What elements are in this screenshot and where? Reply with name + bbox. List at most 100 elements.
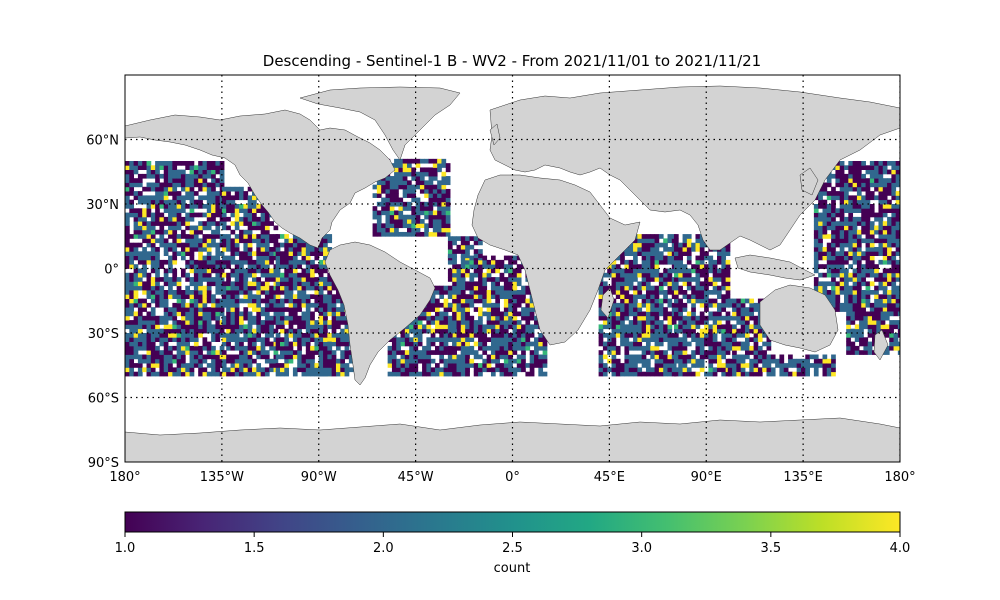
data-cell [327, 311, 333, 317]
data-cell [854, 337, 860, 342]
data-cell [691, 264, 696, 269]
data-cell [712, 345, 718, 351]
data-cell [525, 363, 531, 368]
data-cell [727, 367, 733, 373]
data-cell [146, 199, 152, 205]
data-cell [658, 350, 664, 355]
data-cell [447, 244, 453, 250]
data-cell [129, 272, 135, 278]
data-cell [874, 277, 879, 282]
data-cell [813, 229, 819, 235]
data-cell [275, 315, 281, 321]
data-cell [146, 354, 152, 360]
data-cell [861, 277, 866, 282]
data-cell [411, 197, 417, 203]
data-cell [269, 221, 274, 226]
data-cell [146, 182, 152, 188]
data-cell [432, 188, 438, 194]
data-cell [473, 298, 479, 304]
data-cell [193, 191, 199, 196]
data-cell [417, 371, 423, 377]
data-cell [460, 315, 466, 321]
data-cell [813, 363, 819, 368]
data-cell [708, 302, 714, 308]
data-cell [163, 173, 169, 179]
data-cell [344, 350, 350, 355]
data-cell [712, 367, 718, 373]
data-cell [641, 337, 647, 342]
data-cell [835, 182, 841, 188]
data-cell [641, 328, 647, 334]
data-cell [176, 294, 182, 299]
data-cell [673, 367, 679, 373]
data-cell [280, 371, 285, 377]
x-tick-label: 90°W [301, 470, 337, 485]
data-cell [473, 264, 479, 269]
data-cell [637, 345, 643, 351]
data-cell [284, 337, 290, 342]
data-cell [180, 208, 186, 213]
data-cell [699, 354, 705, 360]
data-cell [221, 294, 227, 299]
data-cell [243, 195, 249, 201]
data-cell [125, 165, 130, 170]
data-cell [230, 247, 236, 252]
landmass-new-zealand [873, 329, 889, 361]
data-cell [691, 285, 696, 291]
data-cell [813, 247, 819, 252]
data-cell [762, 333, 767, 338]
data-cell [155, 315, 160, 321]
data-cell [376, 227, 382, 233]
data-cell [607, 324, 612, 330]
data-cell [473, 333, 479, 338]
data-cell [172, 216, 178, 222]
data-cell [503, 324, 509, 330]
data-cell [129, 358, 135, 364]
data-cell [221, 285, 227, 291]
data-cell [874, 182, 879, 188]
data-cell [275, 272, 281, 278]
data-cell [142, 285, 147, 291]
data-cell [508, 350, 513, 355]
data-cell [284, 363, 290, 368]
data-cell [137, 358, 143, 364]
data-cell [887, 208, 892, 213]
data-cell [499, 341, 505, 347]
data-cell [260, 251, 266, 256]
data-cell [712, 315, 718, 321]
data-cell [740, 345, 746, 351]
data-cell [895, 272, 900, 278]
data-cell [503, 285, 509, 291]
data-cell [340, 315, 345, 321]
data-cell [490, 311, 496, 317]
data-cell [882, 182, 888, 188]
data-cell [193, 247, 199, 252]
data-cell [826, 225, 832, 231]
data-cell [708, 371, 714, 377]
data-cell [284, 259, 290, 265]
data-cell [869, 178, 875, 183]
data-cell [667, 320, 673, 325]
data-cell [305, 272, 311, 278]
data-cell [193, 165, 199, 170]
data-cell [516, 337, 522, 342]
data-cell [129, 367, 135, 373]
data-cell [852, 173, 858, 179]
data-cell [146, 169, 152, 175]
data-cell [432, 201, 438, 207]
data-cell [882, 285, 888, 291]
data-cell [686, 311, 692, 317]
data-cell [327, 371, 333, 377]
data-cell [150, 311, 156, 317]
data-cell [344, 320, 350, 325]
data-cell [243, 212, 249, 218]
data-cell [221, 363, 227, 368]
data-cell [180, 182, 186, 188]
data-cell [503, 315, 509, 321]
data-cell [202, 182, 208, 188]
data-cell [645, 264, 651, 269]
data-cell [256, 277, 262, 282]
data-cell [818, 264, 823, 269]
data-cell [221, 208, 227, 213]
data-cell [486, 268, 492, 274]
